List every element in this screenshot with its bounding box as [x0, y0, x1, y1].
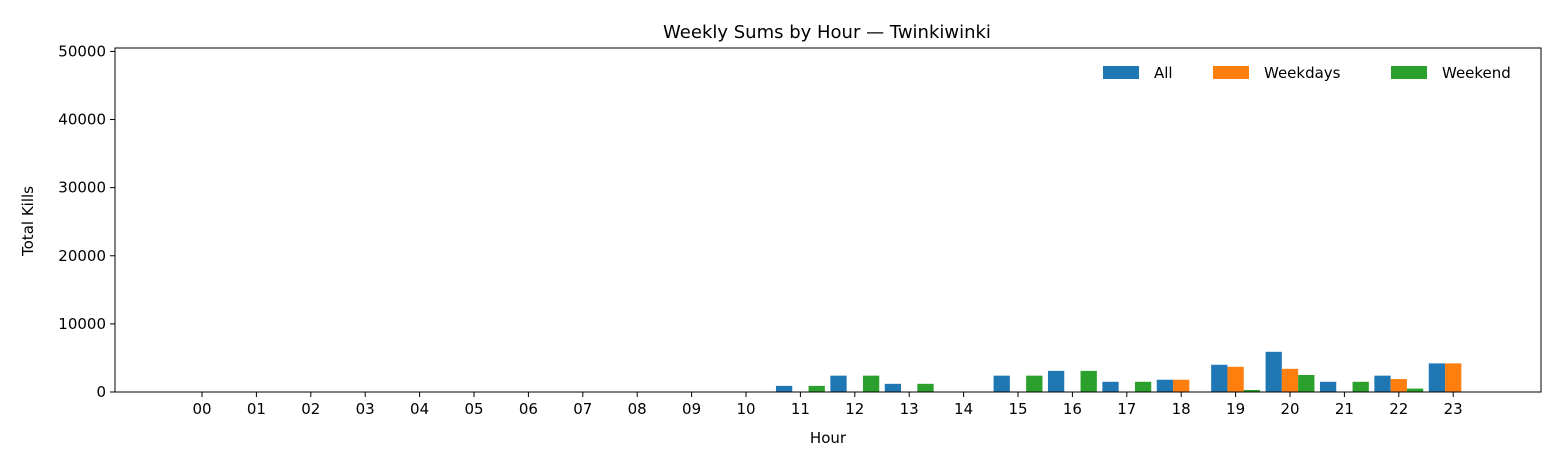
y-tick-label: 0 — [96, 383, 106, 401]
legend-label-weekend: Weekend — [1442, 64, 1511, 82]
x-tick-label: 01 — [247, 400, 266, 418]
legend-label-weekdays: Weekdays — [1264, 64, 1341, 82]
bar-all-11 — [775, 385, 793, 392]
bar-all-21 — [1319, 381, 1337, 392]
y-axis: 0 10000 20000 30000 40000 50000 — [58, 42, 115, 401]
bar-weekdays-20 — [1281, 368, 1299, 392]
bar-all-19 — [1211, 364, 1228, 392]
bar-all-17 — [1102, 381, 1119, 392]
y-axis-label: Total Kills — [19, 186, 37, 257]
y-tick-label: 50000 — [58, 42, 106, 60]
x-tick-label: 12 — [845, 400, 864, 418]
x-tick-label: 02 — [301, 400, 320, 418]
bar-all-12 — [830, 375, 847, 392]
chart-title: Weekly Sums by Hour — Twinkiwinki — [663, 22, 991, 43]
bar-all-16 — [1047, 370, 1065, 392]
x-tick-label: 15 — [1008, 400, 1027, 418]
legend-label-all: All — [1154, 64, 1173, 82]
bar-weekend-17 — [1134, 381, 1152, 392]
x-tick-label: 10 — [736, 400, 755, 418]
x-tick-label: 00 — [192, 400, 211, 418]
x-tick-label: 17 — [1117, 400, 1136, 418]
bar-weekdays-18 — [1173, 379, 1190, 392]
x-tick-label: 09 — [682, 400, 701, 418]
bar-all-15 — [993, 375, 1010, 392]
x-tick-label: 16 — [1063, 400, 1082, 418]
x-tick-label: 21 — [1335, 400, 1354, 418]
bar-weekdays-19 — [1227, 366, 1244, 392]
bar-all-23 — [1428, 363, 1446, 392]
bar-all-13 — [884, 383, 902, 392]
bar-all-20 — [1265, 351, 1282, 392]
x-tick-label: 13 — [900, 400, 919, 418]
y-tick-label: 30000 — [58, 179, 106, 197]
x-tick-label: 03 — [356, 400, 375, 418]
bar-all-18 — [1156, 379, 1174, 392]
legend-swatch-weekend — [1391, 66, 1427, 79]
y-tick-label: 20000 — [58, 247, 106, 265]
x-tick-label: 04 — [410, 400, 429, 418]
bar-weekend-13 — [917, 383, 934, 392]
y-tick-label: 10000 — [58, 315, 106, 333]
x-tick-label: 23 — [1444, 400, 1463, 418]
legend-swatch-weekdays — [1213, 66, 1249, 79]
bar-weekend-15 — [1026, 375, 1043, 392]
bar-weekend-21 — [1352, 381, 1369, 392]
plot-frame — [114, 47, 1542, 393]
bar-all-22 — [1374, 375, 1391, 392]
legend-swatch-all — [1103, 66, 1139, 79]
bar-weekend-19 — [1243, 389, 1261, 392]
x-tick-label: 19 — [1226, 400, 1245, 418]
x-axis: 00 01 02 03 04 05 06 07 08 09 10 11 12 13 14 15 16 17 18 19… — [192, 392, 1463, 418]
x-tick-label: 11 — [791, 400, 810, 418]
x-tick-label: 06 — [519, 400, 538, 418]
bar-weekend-20 — [1298, 374, 1315, 392]
x-tick-label: 07 — [573, 400, 592, 418]
bar-weekend-12 — [862, 375, 880, 392]
x-tick-label: 08 — [628, 400, 647, 418]
bar-weekend-16 — [1080, 370, 1097, 392]
bar-weekend-11 — [808, 385, 825, 392]
y-tick-label: 40000 — [58, 111, 106, 129]
x-tick-label: 20 — [1280, 400, 1299, 418]
bar-weekend-22 — [1406, 388, 1424, 392]
x-tick-label: 05 — [464, 400, 483, 418]
x-tick-label: 22 — [1389, 400, 1408, 418]
bars — [775, 351, 1462, 392]
x-axis-label: Hour — [810, 429, 847, 447]
x-tick-label: 18 — [1172, 400, 1191, 418]
x-tick-label: 14 — [954, 400, 973, 418]
bar-weekdays-23 — [1445, 363, 1462, 392]
legend: All Weekdays Weekend — [1103, 64, 1511, 82]
bar-weekdays-22 — [1390, 379, 1407, 392]
